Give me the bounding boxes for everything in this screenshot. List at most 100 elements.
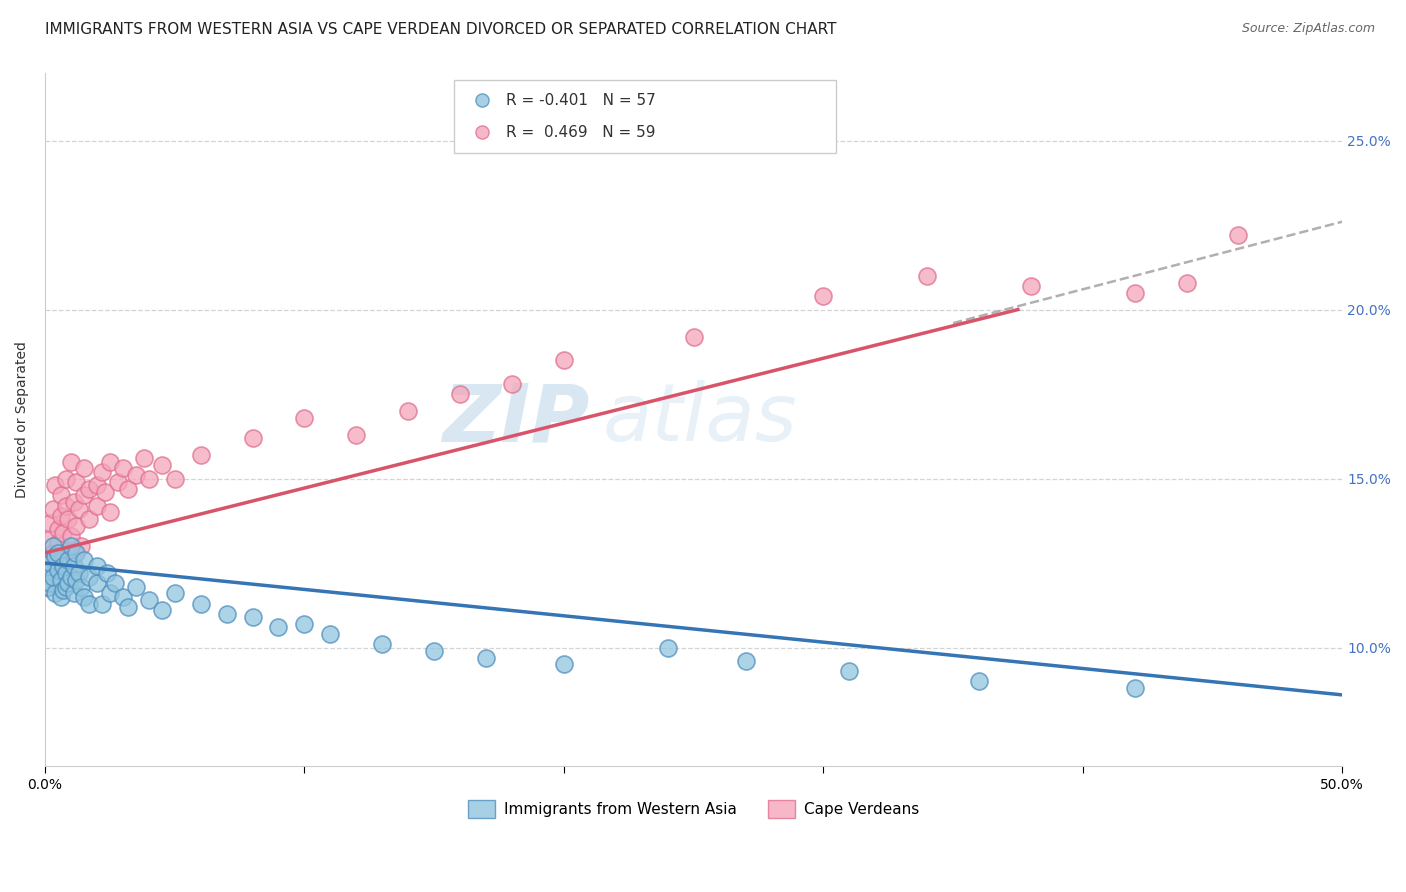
Point [132, 451, 155, 466]
Point [55, 566, 77, 581]
Point [91, 597, 114, 611]
Point [58, 542, 80, 557]
Point [65, 519, 87, 533]
Text: atlas: atlas [603, 380, 797, 458]
Text: R =  0.469   N = 59: R = 0.469 N = 59 [506, 125, 655, 140]
Text: IMMIGRANTS FROM WESTERN ASIA VS CAPE VERDEAN DIVORCED OR SEPARATED CORRELATION C: IMMIGRANTS FROM WESTERN ASIA VS CAPE VER… [45, 22, 837, 37]
Point [70, 539, 93, 553]
Text: R = -0.401   N = 57: R = -0.401 N = 57 [506, 93, 655, 108]
Point [59, 539, 82, 553]
Point [46, 546, 69, 560]
Point [294, 410, 316, 425]
Point [242, 610, 264, 624]
Point [59, 529, 82, 543]
Point [1175, 276, 1198, 290]
Point [65, 475, 87, 489]
Point [150, 603, 173, 617]
Point [294, 616, 316, 631]
Point [35, 568, 58, 582]
Point [682, 329, 704, 343]
Point [37, 566, 59, 581]
Point [39, 556, 62, 570]
Point [111, 461, 134, 475]
Point [39, 576, 62, 591]
Point [42, 539, 65, 553]
Point [62, 559, 84, 574]
Point [55, 580, 77, 594]
Point [42, 569, 65, 583]
Point [73, 590, 96, 604]
Point [49, 590, 72, 604]
Point [163, 472, 186, 486]
Point [44, 559, 66, 574]
Y-axis label: Divorced or Separated: Divorced or Separated [15, 341, 30, 498]
Point [553, 353, 575, 368]
Point [242, 431, 264, 445]
Point [838, 665, 860, 679]
Point [37, 552, 59, 566]
Point [52, 583, 75, 598]
Point [138, 593, 160, 607]
Text: Source: ZipAtlas.com: Source: ZipAtlas.com [1241, 22, 1375, 36]
Point [915, 268, 938, 283]
Point [98, 455, 121, 469]
Point [59, 569, 82, 583]
Point [49, 488, 72, 502]
Point [37, 580, 59, 594]
Point [449, 387, 471, 401]
FancyBboxPatch shape [454, 80, 837, 153]
Point [77, 597, 100, 611]
Point [62, 586, 84, 600]
Point [44, 586, 66, 600]
Point [267, 620, 290, 634]
Point [58, 576, 80, 591]
Point [42, 546, 65, 560]
Point [55, 472, 77, 486]
Point [86, 576, 108, 591]
Point [49, 508, 72, 523]
Point [319, 627, 342, 641]
Point [117, 482, 139, 496]
Point [77, 512, 100, 526]
Point [125, 580, 148, 594]
Point [65, 546, 87, 560]
Point [62, 495, 84, 509]
Point [52, 559, 75, 574]
Point [55, 499, 77, 513]
Point [65, 573, 87, 587]
Point [1019, 279, 1042, 293]
Legend: Immigrants from Western Asia, Cape Verdeans: Immigrants from Western Asia, Cape Verde… [461, 794, 925, 824]
Point [125, 468, 148, 483]
Point [98, 505, 121, 519]
Point [52, 525, 75, 540]
Point [52, 549, 75, 564]
Point [35, 561, 58, 575]
Point [39, 533, 62, 547]
Point [73, 488, 96, 502]
Point [46, 522, 69, 536]
Point [117, 600, 139, 615]
Point [96, 566, 118, 581]
Point [423, 644, 446, 658]
Point [86, 478, 108, 492]
Point [44, 549, 66, 564]
Point [163, 586, 186, 600]
Point [813, 289, 835, 303]
Point [46, 536, 69, 550]
Point [77, 569, 100, 583]
Point [77, 482, 100, 496]
Point [73, 461, 96, 475]
Point [86, 559, 108, 574]
Point [553, 657, 575, 672]
Text: ZIP: ZIP [443, 380, 591, 458]
Point [1123, 285, 1146, 300]
Point [67, 566, 90, 581]
Point [190, 597, 212, 611]
Point [104, 576, 127, 591]
Point [967, 674, 990, 689]
Point [59, 455, 82, 469]
Point [93, 485, 115, 500]
Point [344, 427, 367, 442]
Point [501, 376, 523, 391]
Point [73, 552, 96, 566]
